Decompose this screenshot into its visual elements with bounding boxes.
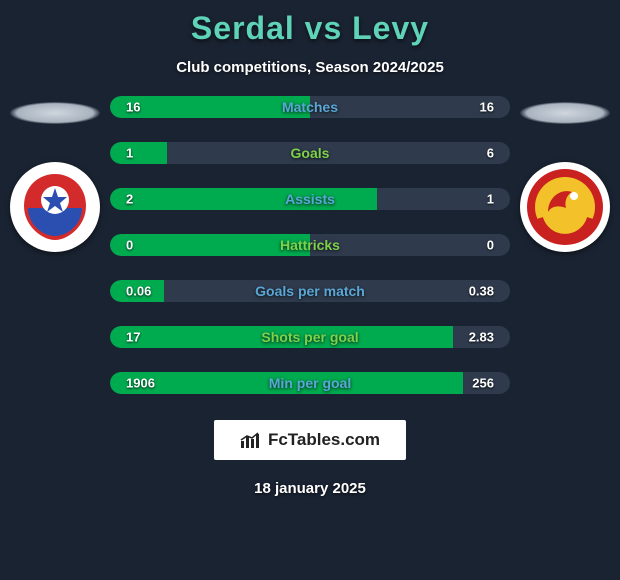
club-crest-left-icon [16,168,94,246]
stat-value-left: 17 [126,330,140,345]
stat-row: 1906 Min per goal 256 [110,372,510,394]
stat-value-left: 0.06 [126,284,151,299]
stat-value-left: 2 [126,192,133,207]
stat-label: Goals per match [255,283,365,299]
club-logo-right [520,162,610,252]
stat-row: 0.06 Goals per match 0.38 [110,280,510,302]
stat-label: Assists [285,191,335,207]
left-player-col [0,96,110,252]
stat-label: Hattricks [280,237,340,253]
subtitle: Club competitions, Season 2024/2025 [176,59,444,76]
brand-badge[interactable]: FcTables.com [214,420,406,460]
stat-row: 16 Matches 16 [110,96,510,118]
stat-row: 17 Shots per goal 2.83 [110,326,510,348]
club-logo-left [10,162,100,252]
brand-chart-icon [240,431,262,449]
stat-value-right: 1 [487,192,494,207]
stat-value-left: 0 [126,238,133,253]
stat-bar-left [110,142,167,164]
stat-value-right: 16 [480,100,494,115]
brand-text: FcTables.com [268,430,380,450]
stats-zone: 16 Matches 16 1 Goals 6 2 Assists 1 0 Hattricks 0 0.… [0,96,620,394]
stat-value-left: 16 [126,100,140,115]
club-crest-right-icon [526,168,604,246]
stat-value-left: 1906 [126,376,155,391]
stat-value-right: 2.83 [469,330,494,345]
stat-value-left: 1 [126,146,133,161]
stat-value-right: 6 [487,146,494,161]
stats-bars: 16 Matches 16 1 Goals 6 2 Assists 1 0 Hattricks 0 0.… [110,96,510,394]
right-player-col [510,96,620,252]
stat-row: 2 Assists 1 [110,188,510,210]
stat-label: Min per goal [269,375,351,391]
root: Serdal vs Levy Club competitions, Season… [0,0,620,580]
date-line: 18 january 2025 [254,480,366,497]
stat-label: Goals [291,145,330,161]
player-shadow-left [10,102,100,124]
stat-row: 0 Hattricks 0 [110,234,510,256]
stat-value-right: 0.38 [469,284,494,299]
stat-label: Shots per goal [261,329,358,345]
stat-bar-left [110,188,377,210]
stat-label: Matches [282,99,338,115]
stat-value-right: 256 [472,376,494,391]
stat-row: 1 Goals 6 [110,142,510,164]
stat-value-right: 0 [487,238,494,253]
player-shadow-right [520,102,610,124]
page-title: Serdal vs Levy [191,10,429,47]
